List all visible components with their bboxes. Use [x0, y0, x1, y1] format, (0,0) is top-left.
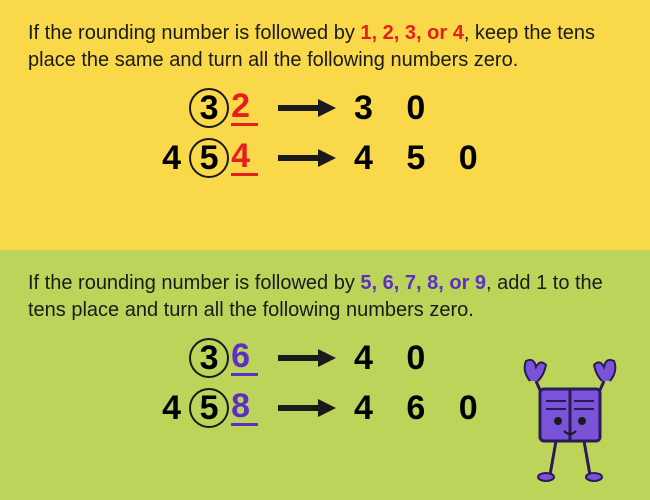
arrow-icon	[276, 148, 336, 168]
tens-digit-circled: 5	[189, 138, 229, 178]
arrow-icon	[276, 98, 336, 118]
ones-digit-underlined: 8	[231, 390, 258, 425]
arrow-icon	[276, 348, 336, 368]
example-result: 3 0	[354, 89, 437, 128]
example-source: 36	[138, 338, 258, 378]
tens-digit-circled: 3	[189, 338, 229, 378]
tens-digit-circled: 3	[189, 88, 229, 128]
round-up-panel: If the rounding number is followed by 5,…	[0, 250, 650, 500]
example-result: 4 0	[354, 339, 437, 378]
example-result: 4 5 0	[354, 139, 490, 178]
example-row: 454 4 5 0	[138, 138, 622, 178]
tens-digit-circled: 5	[189, 388, 229, 428]
arrow-icon	[276, 398, 336, 418]
example-source: 458	[138, 388, 258, 428]
example-source: 454	[138, 138, 258, 178]
book-character-icon	[510, 353, 630, 488]
rule-text-pre: If the rounding number is followed by	[28, 22, 360, 44]
example-result: 4 6 0	[354, 389, 490, 428]
hundreds-digit: 4	[162, 139, 189, 178]
rule-text-pre: If the rounding number is followed by	[28, 272, 360, 294]
round-up-rule: If the rounding number is followed by 5,…	[28, 270, 622, 324]
rule-accent-digits: 5, 6, 7, 8, or 9	[360, 272, 486, 294]
example-source: 32	[138, 88, 258, 128]
hundreds-digit: 4	[162, 389, 189, 428]
ones-digit-underlined: 6	[231, 340, 258, 375]
rule-accent-digits: 1, 2, 3, or 4	[360, 22, 463, 44]
round-down-rule: If the rounding number is followed by 1,…	[28, 20, 622, 74]
round-down-examples: 32 3 0 454 4 5 0	[28, 88, 622, 178]
ones-digit-underlined: 2	[231, 90, 258, 125]
example-row: 32 3 0	[138, 88, 622, 128]
ones-digit-underlined: 4	[231, 140, 258, 175]
round-down-panel: If the rounding number is followed by 1,…	[0, 0, 650, 250]
